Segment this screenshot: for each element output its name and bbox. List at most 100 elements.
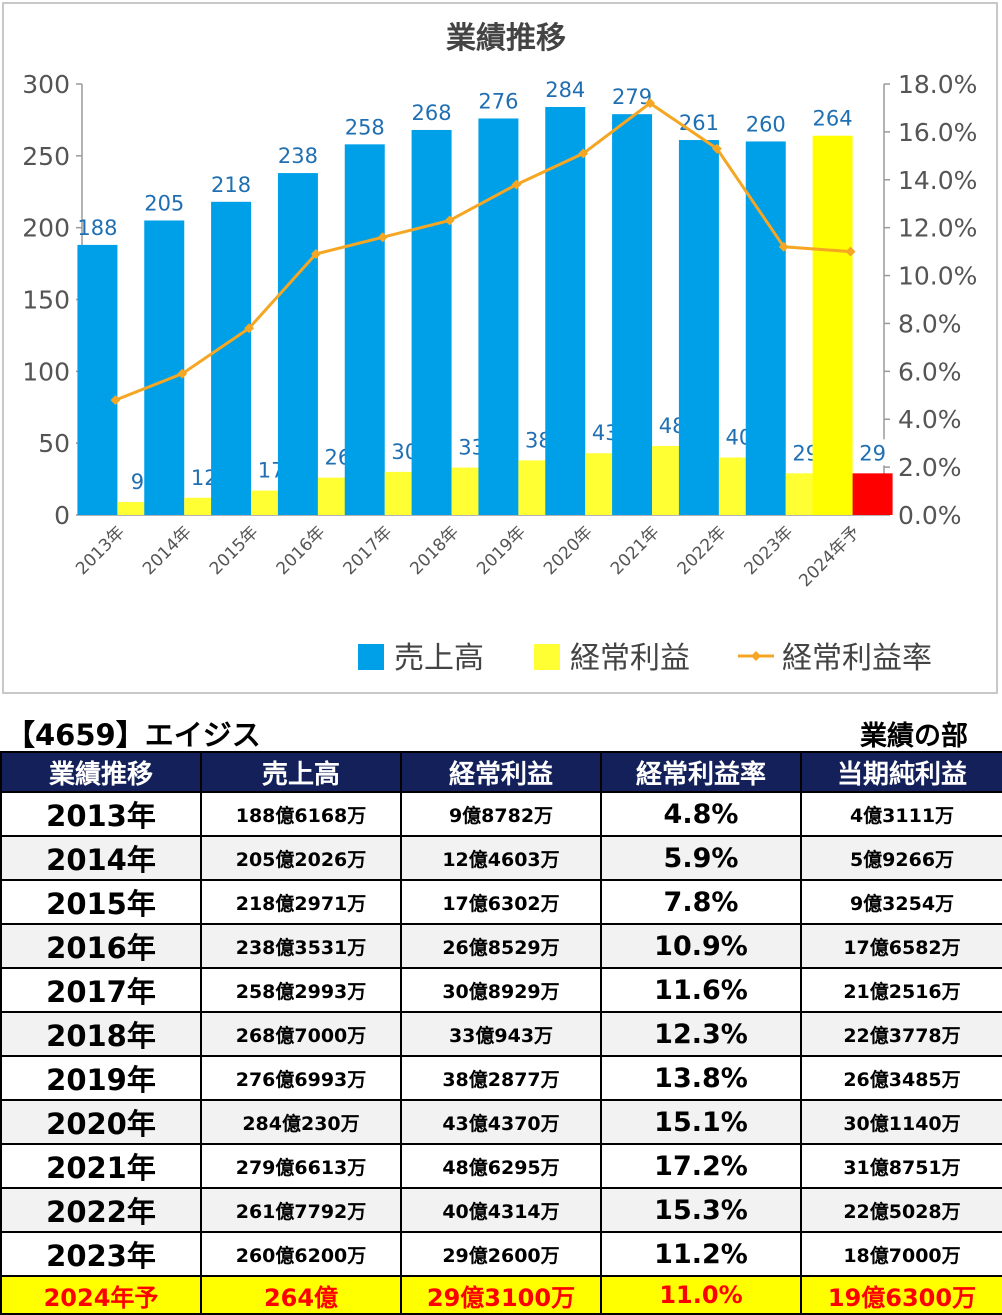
row-sales: 258億2993万: [200, 967, 402, 1013]
y2-tick-label: 14.0%: [898, 166, 977, 195]
row-sales: 261億7792万: [200, 1187, 402, 1233]
row-sales: 268億7000万: [200, 1011, 402, 1057]
line-point-profit-margin: [845, 246, 856, 257]
row-profit-margin: 11.0%: [600, 1275, 802, 1315]
table-row: 2016年 238億3531万 26億8529万 10.9% 17億6582万: [0, 923, 1002, 969]
row-ordinary-profit: 29億3100万: [400, 1275, 602, 1315]
row-year: 2013年: [0, 791, 202, 837]
y2-tick-label: 10.0%: [898, 262, 977, 291]
data-label-sales: 258: [345, 115, 385, 139]
legend-swatch-ordinary-profit: [534, 644, 560, 670]
x-tick-label: 2024年予: [795, 522, 864, 591]
data-label-sales: 268: [412, 101, 452, 125]
row-ordinary-profit: 38億2877万: [400, 1055, 602, 1101]
table-row: 2022年 261億7792万 40億4314万 15.3% 22億5028万: [0, 1187, 1002, 1233]
data-label-sales: 284: [545, 78, 585, 102]
row-ordinary-profit: 17億6302万: [400, 879, 602, 925]
y-tick-label: 100: [22, 357, 70, 386]
x-tick-label: 2021年: [607, 522, 664, 579]
data-label-ordinary-profit: 9: [131, 470, 144, 494]
y2-tick-label: 2.0%: [898, 453, 962, 482]
x-tick-label: 2017年: [340, 522, 397, 579]
row-net-income: 30億1140万: [800, 1099, 1002, 1145]
row-ordinary-profit: 43億4370万: [400, 1099, 602, 1145]
legend-label-ordinary-profit: 経常利益: [570, 641, 690, 676]
x-tick-label: 2015年: [206, 522, 263, 579]
bar-sales: [411, 129, 452, 515]
chart-panel: 業績推移 0 50 100 150 200 250 300 0.0% 2.0% 4.0% 6.0% 8.…: [2, 2, 998, 694]
bar-sales: [344, 144, 385, 515]
row-year: 2023年: [0, 1231, 202, 1277]
data-label-sales: 218: [211, 173, 251, 197]
row-net-income: 18億7000万: [800, 1231, 1002, 1277]
x-tick-label: 2020年: [540, 522, 597, 579]
x-tick-label: 2016年: [273, 522, 330, 579]
row-sales: 238億3531万: [200, 923, 402, 969]
line-point-profit-margin: [444, 215, 455, 226]
x-tick-label: 2018年: [406, 522, 463, 579]
row-ordinary-profit: 26億8529万: [400, 923, 602, 969]
row-year: 2022年: [0, 1187, 202, 1233]
table-row: 2014年 205億2026万 12億4603万 5.9% 5億9266万: [0, 835, 1002, 881]
y2-tick-label: 0.0%: [898, 501, 962, 530]
row-year: 2014年: [0, 835, 202, 881]
legend-label-sales: 売上高: [394, 641, 484, 676]
y2-tick-label: 12.0%: [898, 214, 977, 243]
row-net-income: 19億6300万: [800, 1275, 1002, 1315]
row-profit-margin: 11.6%: [600, 967, 802, 1013]
row-year: 2021年: [0, 1143, 202, 1189]
x-tick-label: 2023年: [741, 522, 798, 579]
data-label-sales: 205: [144, 191, 184, 215]
header-period: 業績推移: [0, 751, 202, 793]
line-point-profit-margin: [778, 241, 789, 252]
x-tick-label: 2019年: [473, 522, 530, 579]
data-label-sales: 238: [278, 144, 318, 168]
row-year: 2019年: [0, 1055, 202, 1101]
bar-sales: [277, 173, 318, 515]
line-point-profit-margin: [244, 323, 255, 334]
row-year: 2018年: [0, 1011, 202, 1057]
data-label-bg: [856, 439, 889, 466]
bar-sales: [678, 140, 719, 515]
line-point-profit-margin: [177, 368, 188, 379]
row-sales: 188億6168万: [200, 791, 402, 837]
row-net-income: 31億8751万: [800, 1143, 1002, 1189]
row-profit-margin: 5.9%: [600, 835, 802, 881]
table-row: 2018年 268億7000万 33億943万 12.3% 22億3778万: [0, 1011, 1002, 1057]
row-profit-margin: 7.8%: [600, 879, 802, 925]
legend-label-profit-margin: 経常利益率: [782, 641, 932, 676]
row-ordinary-profit: 29億2600万: [400, 1231, 602, 1277]
row-sales: 260億6200万: [200, 1231, 402, 1277]
y-tick-label: 50: [38, 429, 70, 458]
row-profit-margin: 4.8%: [600, 791, 802, 837]
row-sales: 218億2971万: [200, 879, 402, 925]
row-net-income: 4億3111万: [800, 791, 1002, 837]
y2-tick-label: 18.0%: [898, 70, 977, 99]
line-point-profit-margin: [377, 232, 388, 243]
row-year: 2015年: [0, 879, 202, 925]
row-profit-margin: 13.8%: [600, 1055, 802, 1101]
data-label-sales: 276: [478, 89, 518, 113]
performance-chart: 業績推移 0 50 100 150 200 250 300 0.0% 2.0% 4.0% 6.0% 8.…: [22, 21, 977, 676]
row-net-income: 22億3778万: [800, 1011, 1002, 1057]
row-ordinary-profit: 30億8929万: [400, 967, 602, 1013]
table-forecast-row: 2024年予 264億 29億3100万 11.0% 19億6300万: [0, 1275, 1002, 1315]
row-profit-margin: 11.2%: [600, 1231, 802, 1277]
row-ordinary-profit: 40億4314万: [400, 1187, 602, 1233]
x-tick-label: 2022年: [674, 522, 731, 579]
header-ordinary-profit: 経常利益: [400, 751, 602, 793]
table-row: 2019年 276億6993万 38億2877万 13.8% 26億3485万: [0, 1055, 1002, 1101]
line-point-profit-margin: [711, 143, 722, 154]
line-profit-margin: [114, 101, 851, 402]
bar-sales: [612, 114, 653, 516]
bar-sales: [812, 135, 853, 515]
company-caption: 【4659】エイジス: [6, 718, 261, 752]
row-net-income: 21億2516万: [800, 967, 1002, 1013]
data-label-sales: 264: [813, 107, 853, 131]
row-ordinary-profit: 12億4603万: [400, 835, 602, 881]
table-row: 2015年 218億2971万 17億6302万 7.8% 9億3254万: [0, 879, 1002, 925]
line-point-profit-margin: [645, 98, 656, 109]
y2-tick-label: 4.0%: [898, 405, 962, 434]
bar-sales: [745, 141, 786, 515]
y-tick-label: 150: [22, 286, 70, 315]
